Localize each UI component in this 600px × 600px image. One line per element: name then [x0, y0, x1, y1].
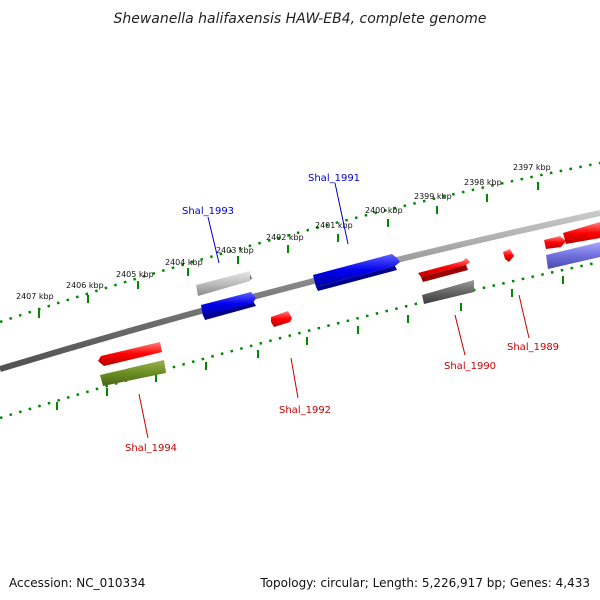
map-title: Shewanella halifaxensis HAW-EB4, complet… — [113, 11, 486, 27]
outer-tick-ring — [0, 161, 600, 324]
tick-label: 2397 kbp — [513, 163, 551, 172]
tick-label: 2400 kbp — [365, 206, 403, 215]
tick-label: 2405 kbp — [116, 270, 154, 279]
gene-label-shal-1991[interactable]: Shal_1991 — [308, 173, 360, 184]
gene-shal-1990-red[interactable] — [418, 258, 470, 282]
gene-shal-1990-dark[interactable] — [422, 280, 474, 304]
gene-right-red-2[interactable] — [563, 222, 600, 244]
tick-label: 2402 kbp — [266, 233, 304, 242]
tick-label: 2404 kbp — [165, 258, 203, 267]
gene-shal-1994-green[interactable] — [100, 360, 166, 386]
gene-label-shal-1992[interactable]: Shal_1992 — [279, 405, 331, 416]
kbp-labels: 2407 kbp 2406 kbp 2405 kbp 2404 kbp 2403… — [16, 163, 551, 301]
leader-shal-1990 — [454, 314, 466, 356]
genome-backbone — [0, 210, 600, 372]
tick-label: 2398 kbp — [464, 178, 502, 187]
gene-shal-1989-red[interactable] — [503, 249, 514, 262]
gene-label-shal-1994[interactable]: Shal_1994 — [125, 443, 177, 454]
tick-label: 2407 kbp — [16, 292, 54, 301]
gene-shal-1991-blue[interactable] — [313, 254, 400, 291]
outer-major-ticks — [38, 182, 539, 318]
inner-major-ticks — [56, 276, 564, 410]
inner-tick-ring — [0, 260, 600, 420]
gene-label-shal-1993[interactable]: Shal_1993 — [182, 206, 234, 217]
leader-shal-1993 — [207, 216, 220, 264]
tick-label: 2403 kbp — [216, 246, 254, 255]
tick-label: 2399 kbp — [414, 192, 452, 201]
gene-right-red-1[interactable] — [544, 236, 566, 249]
genome-summary-text: Topology: circular; Length: 5,226,917 bp… — [259, 576, 590, 590]
tick-label: 2406 kbp — [66, 281, 104, 290]
gene-label-shal-1989[interactable]: Shal_1989 — [507, 342, 559, 353]
gene-shal-1994-red[interactable] — [98, 342, 162, 366]
leader-shal-1989 — [518, 294, 530, 339]
tick-label: 2401 kbp — [315, 221, 353, 230]
gene-right-violet[interactable] — [546, 242, 600, 269]
gene-shal-1993-grey[interactable] — [196, 271, 252, 296]
leader-shal-1991 — [334, 182, 349, 245]
gene-label-shal-1990[interactable]: Shal_1990 — [444, 361, 496, 372]
leader-shal-1992 — [290, 357, 299, 399]
gene-shal-1992-red[interactable] — [271, 311, 292, 327]
gene-shal-1993-blue[interactable] — [201, 292, 256, 320]
accession-text: Accession: NC_010334 — [9, 576, 145, 590]
leader-shal-1994 — [138, 393, 149, 439]
